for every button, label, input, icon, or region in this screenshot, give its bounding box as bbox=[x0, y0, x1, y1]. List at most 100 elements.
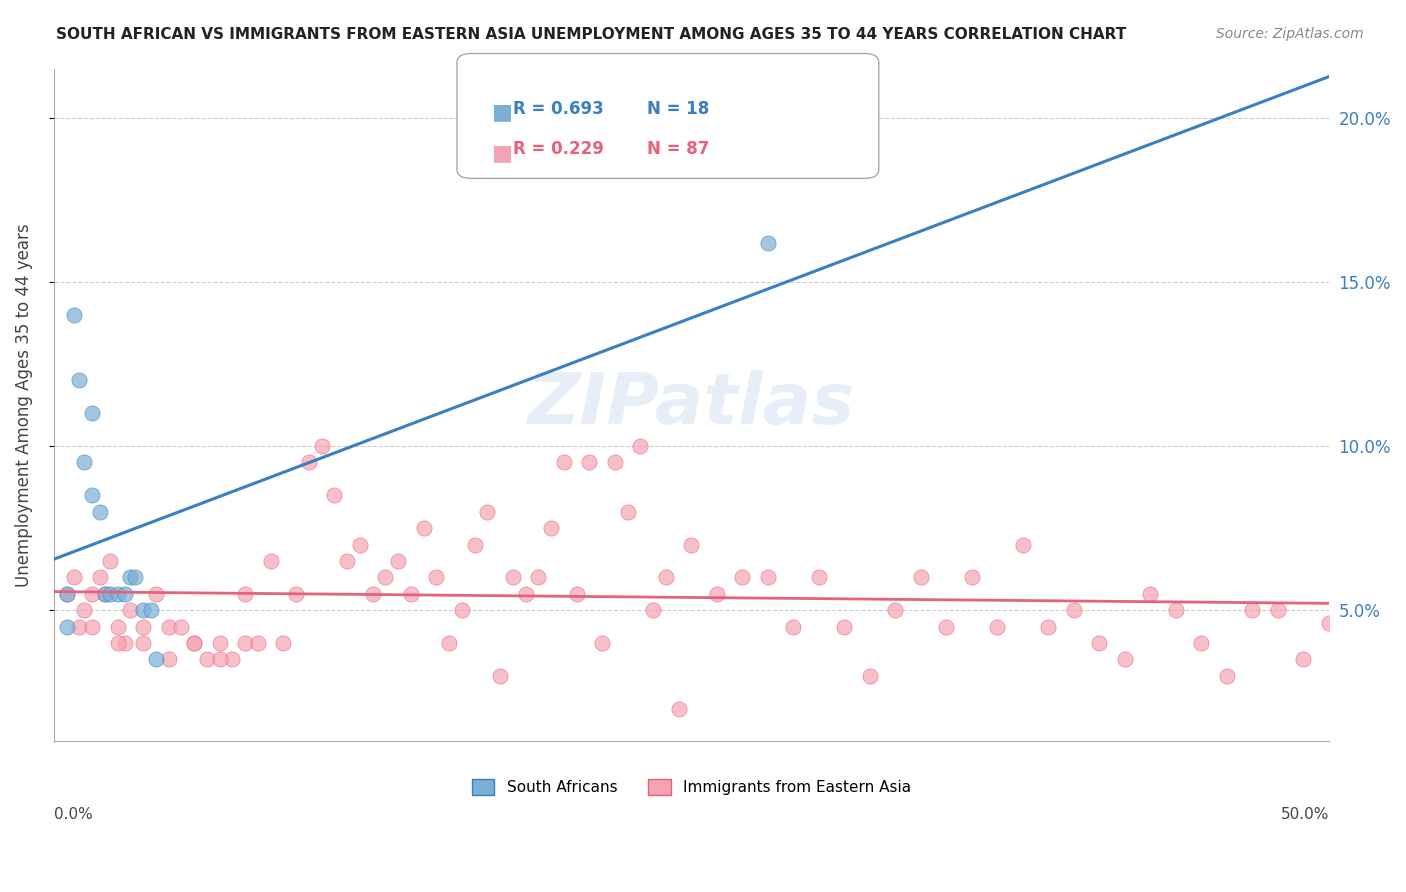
Point bbox=[323, 488, 346, 502]
Point bbox=[668, 701, 690, 715]
Point bbox=[489, 669, 512, 683]
Point bbox=[259, 554, 281, 568]
Point bbox=[132, 603, 155, 617]
Point bbox=[67, 619, 90, 633]
Point bbox=[94, 587, 117, 601]
Point bbox=[1267, 603, 1289, 617]
Point bbox=[132, 619, 155, 633]
Point bbox=[80, 488, 103, 502]
Point bbox=[73, 603, 96, 617]
Point bbox=[132, 636, 155, 650]
Point bbox=[94, 587, 117, 601]
Point bbox=[124, 570, 146, 584]
Point bbox=[603, 455, 626, 469]
Point bbox=[120, 603, 142, 617]
Point bbox=[114, 636, 136, 650]
Point bbox=[859, 669, 882, 683]
Point bbox=[273, 636, 295, 650]
Point bbox=[311, 439, 333, 453]
Point bbox=[114, 587, 136, 601]
Point bbox=[884, 603, 907, 617]
Point bbox=[1317, 616, 1340, 631]
Point bbox=[477, 505, 499, 519]
Point bbox=[628, 439, 651, 453]
Point bbox=[1139, 587, 1161, 601]
Point bbox=[1063, 603, 1085, 617]
Point bbox=[233, 636, 256, 650]
Point bbox=[246, 636, 269, 650]
Point bbox=[578, 455, 600, 469]
Point bbox=[55, 587, 77, 601]
Point bbox=[107, 587, 129, 601]
Point bbox=[1088, 636, 1111, 650]
Point bbox=[553, 455, 575, 469]
Point bbox=[107, 636, 129, 650]
Point bbox=[336, 554, 359, 568]
Point bbox=[399, 587, 422, 601]
Point bbox=[756, 570, 779, 584]
Point bbox=[935, 619, 957, 633]
Point bbox=[425, 570, 447, 584]
Point bbox=[89, 570, 111, 584]
Point bbox=[1216, 669, 1239, 683]
Point bbox=[67, 373, 90, 387]
Point bbox=[157, 619, 180, 633]
Point bbox=[502, 570, 524, 584]
Point bbox=[731, 570, 754, 584]
Point bbox=[450, 603, 472, 617]
Point bbox=[540, 521, 562, 535]
Point bbox=[832, 619, 855, 633]
Y-axis label: Unemployment Among Ages 35 to 44 years: Unemployment Among Ages 35 to 44 years bbox=[15, 223, 32, 587]
Point bbox=[55, 619, 77, 633]
Point bbox=[80, 406, 103, 420]
Point bbox=[55, 587, 77, 601]
Point bbox=[63, 308, 86, 322]
Text: R = 0.229: R = 0.229 bbox=[513, 140, 605, 158]
Point bbox=[437, 636, 460, 650]
Point bbox=[756, 235, 779, 250]
Point bbox=[285, 587, 308, 601]
Text: ZIPatlas: ZIPatlas bbox=[527, 370, 855, 440]
Point bbox=[208, 652, 231, 666]
Point bbox=[464, 537, 486, 551]
Legend: South Africans, Immigrants from Eastern Asia: South Africans, Immigrants from Eastern … bbox=[465, 773, 917, 801]
Point bbox=[89, 505, 111, 519]
Point bbox=[960, 570, 983, 584]
Point bbox=[183, 636, 205, 650]
Point bbox=[195, 652, 218, 666]
Point bbox=[80, 587, 103, 601]
Point bbox=[349, 537, 371, 551]
Point bbox=[591, 636, 613, 650]
Point bbox=[515, 587, 537, 601]
Point bbox=[527, 570, 550, 584]
Point bbox=[1189, 636, 1212, 650]
Text: R = 0.693: R = 0.693 bbox=[513, 100, 605, 118]
Text: Source: ZipAtlas.com: Source: ZipAtlas.com bbox=[1216, 27, 1364, 41]
Text: 50.0%: 50.0% bbox=[1281, 807, 1329, 822]
Point bbox=[98, 554, 121, 568]
Point bbox=[1011, 537, 1033, 551]
Point bbox=[98, 587, 121, 601]
Text: N = 18: N = 18 bbox=[647, 100, 709, 118]
Text: 0.0%: 0.0% bbox=[53, 807, 93, 822]
Point bbox=[208, 636, 231, 650]
Text: N = 87: N = 87 bbox=[647, 140, 709, 158]
Point bbox=[1114, 652, 1136, 666]
Point bbox=[361, 587, 384, 601]
Point bbox=[80, 619, 103, 633]
Point bbox=[782, 619, 804, 633]
Point bbox=[107, 619, 129, 633]
Point bbox=[170, 619, 193, 633]
Point bbox=[374, 570, 396, 584]
Point bbox=[412, 521, 434, 535]
Point bbox=[1292, 652, 1315, 666]
Point bbox=[1164, 603, 1187, 617]
Point bbox=[1038, 619, 1060, 633]
Point bbox=[641, 603, 664, 617]
Text: SOUTH AFRICAN VS IMMIGRANTS FROM EASTERN ASIA UNEMPLOYMENT AMONG AGES 35 TO 44 Y: SOUTH AFRICAN VS IMMIGRANTS FROM EASTERN… bbox=[56, 27, 1126, 42]
Point bbox=[63, 570, 86, 584]
Point bbox=[1241, 603, 1264, 617]
Point bbox=[298, 455, 321, 469]
Point bbox=[120, 570, 142, 584]
Point bbox=[565, 587, 588, 601]
